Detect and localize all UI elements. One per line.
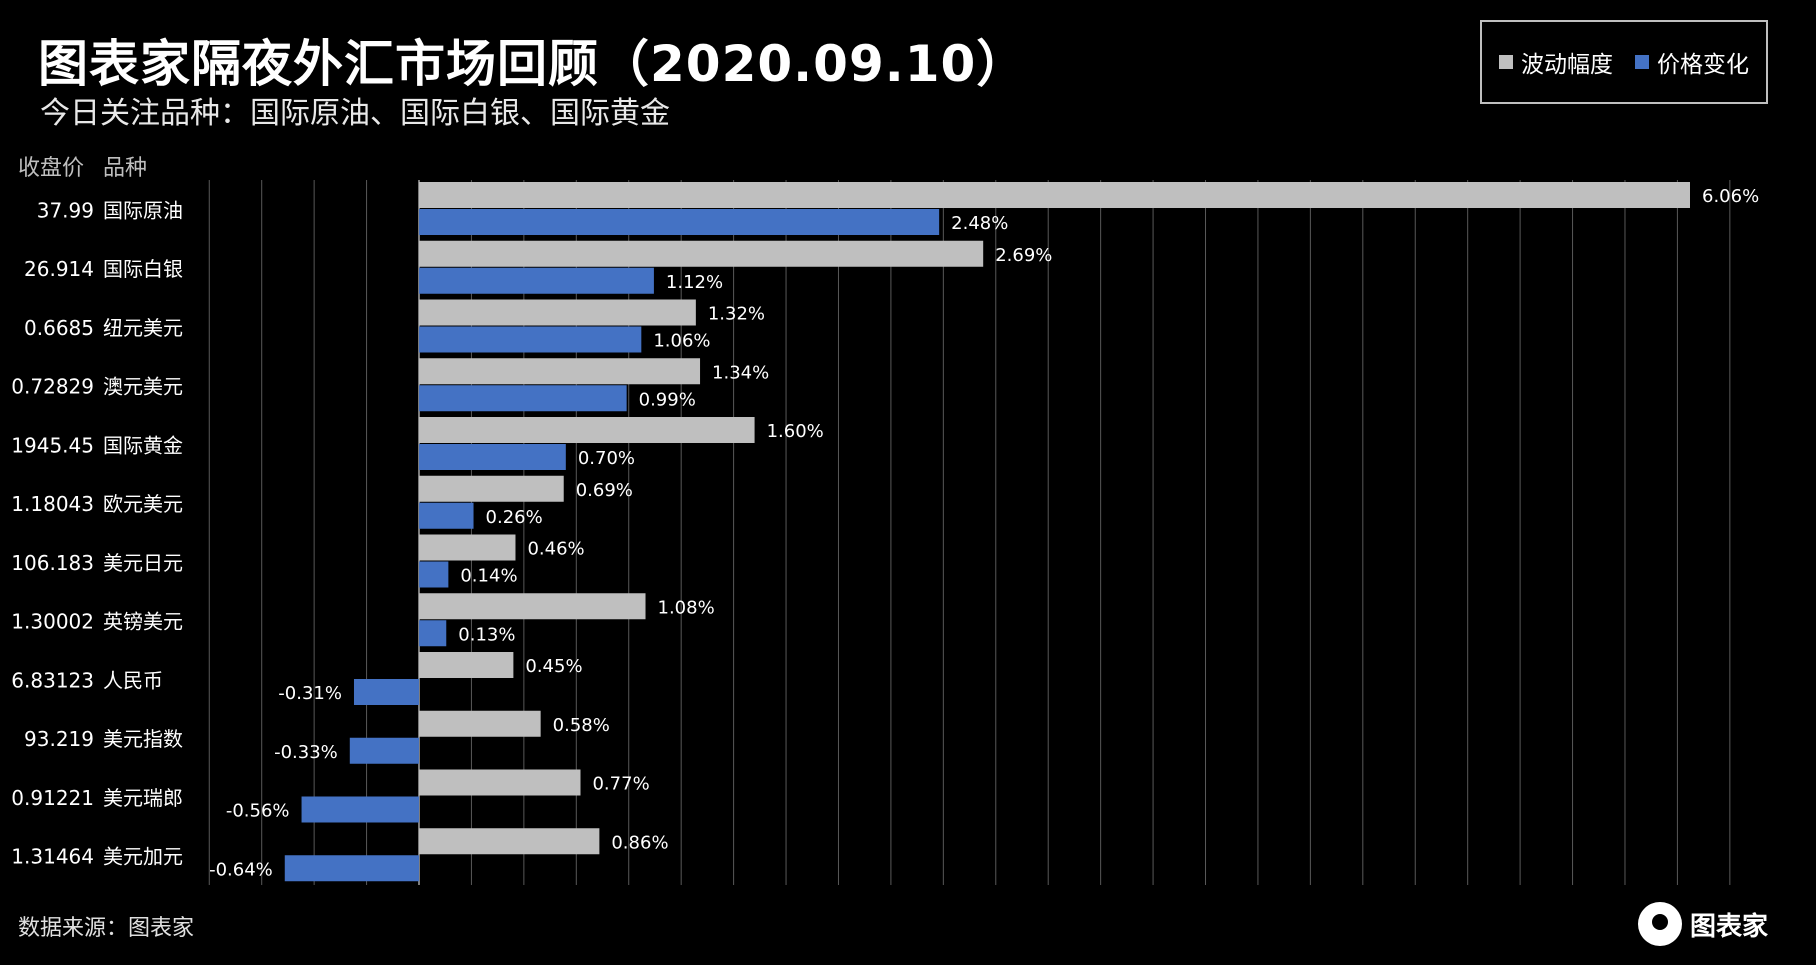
bar-change-3 <box>419 385 627 412</box>
close-price-label-11: 1.31464 <box>11 845 94 869</box>
bar-change-10 <box>301 796 419 823</box>
brand-logo-text: 图表家 <box>1690 911 1769 942</box>
legend-item-volatility: 波动幅度 <box>1499 45 1613 79</box>
data-label-volatility-0: 6.06% <box>1702 186 1759 207</box>
data-label-change-10: -0.56% <box>226 801 290 822</box>
data-label-change-2: 1.06% <box>653 331 710 352</box>
bar-change-4 <box>419 444 566 470</box>
data-label-change-7: 0.13% <box>458 624 515 645</box>
bar-volatility-7 <box>419 593 646 620</box>
data-label-change-6: 0.14% <box>460 566 517 587</box>
close-price-label-6: 106.183 <box>11 551 94 575</box>
legend-swatch-change <box>1635 55 1649 69</box>
legend: 波动幅度 价格变化 <box>1480 20 1768 104</box>
bar-change-0 <box>419 209 940 235</box>
data-label-volatility-8: 0.45% <box>525 656 582 677</box>
data-label-volatility-4: 1.60% <box>767 421 824 442</box>
close-price-label-7: 1.30002 <box>11 610 94 634</box>
data-label-change-11: -0.64% <box>209 859 273 880</box>
data-label-volatility-10: 0.77% <box>592 774 649 795</box>
bar-change-2 <box>419 326 642 353</box>
bar-volatility-10 <box>419 769 581 796</box>
legend-item-change: 价格变化 <box>1635 45 1749 79</box>
chart-subtitle: 今日关注品种：国际原油、国际白银、国际黄金 <box>40 96 670 131</box>
bar-change-8 <box>353 679 419 705</box>
brand-mark-icon <box>1638 902 1682 946</box>
legend-swatch-volatility <box>1499 55 1513 69</box>
bar-volatility-11 <box>419 828 600 855</box>
data-label-volatility-3: 1.34% <box>712 362 769 383</box>
bar-volatility-0 <box>419 182 1690 208</box>
data-label-volatility-6: 0.46% <box>527 539 584 560</box>
data-label-change-1: 1.12% <box>666 272 723 293</box>
data-label-volatility-11: 0.86% <box>611 832 668 853</box>
category-label-4: 国际黄金 <box>103 433 183 457</box>
legend-label-change: 价格变化 <box>1657 52 1749 78</box>
brand-logo: 图表家 <box>1638 902 1768 946</box>
close-price-label-3: 0.72829 <box>11 375 94 399</box>
column-header-variety: 品种 <box>103 156 148 181</box>
chart-title: 图表家隔夜外汇市场回顾（2020.09.10） <box>38 35 1028 93</box>
close-price-label-5: 1.18043 <box>11 492 94 516</box>
data-label-change-8: -0.31% <box>278 683 342 704</box>
data-label-change-3: 0.99% <box>639 389 696 410</box>
category-label-7: 英镑美元 <box>103 610 183 634</box>
category-label-10: 美元瑞郎 <box>103 786 183 810</box>
close-price-label-1: 26.914 <box>24 257 94 281</box>
data-label-change-5: 0.26% <box>486 507 543 528</box>
bar-change-1 <box>419 267 654 294</box>
category-label-3: 澳元美元 <box>103 375 183 399</box>
bar-change-9 <box>349 737 419 764</box>
bar-volatility-6 <box>419 534 516 561</box>
category-label-5: 欧元美元 <box>103 492 183 516</box>
bar-volatility-1 <box>419 240 984 267</box>
data-source: 数据来源：图表家 <box>18 916 195 941</box>
close-price-label-0: 37.99 <box>37 198 94 222</box>
category-label-6: 美元日元 <box>103 551 183 575</box>
data-label-volatility-1: 2.69% <box>995 245 1052 266</box>
category-label-11: 美元加元 <box>103 845 183 869</box>
data-label-change-9: -0.33% <box>274 742 338 763</box>
bar-change-6 <box>419 561 449 588</box>
bar-change-5 <box>419 502 474 529</box>
legend-label-volatility: 波动幅度 <box>1521 52 1613 78</box>
bar-volatility-2 <box>419 299 696 326</box>
close-price-label-8: 6.83123 <box>11 668 94 692</box>
data-label-volatility-7: 1.08% <box>658 597 715 618</box>
category-label-9: 美元指数 <box>103 727 183 751</box>
category-label-1: 国际白银 <box>103 257 183 281</box>
data-label-volatility-2: 1.32% <box>708 304 765 325</box>
category-label-8: 人民币 <box>103 668 163 692</box>
bar-volatility-3 <box>419 358 701 385</box>
data-label-volatility-5: 0.69% <box>576 480 633 501</box>
category-label-0: 国际原油 <box>103 198 183 222</box>
bar-change-7 <box>419 620 447 647</box>
bar-volatility-5 <box>419 475 564 502</box>
bar-volatility-9 <box>419 710 541 737</box>
data-label-change-4: 0.70% <box>578 448 635 469</box>
data-label-volatility-9: 0.58% <box>553 715 610 736</box>
close-price-label-2: 0.6685 <box>24 316 94 340</box>
close-price-label-9: 93.219 <box>24 727 94 751</box>
category-label-2: 纽元美元 <box>103 316 183 340</box>
bar-volatility-8 <box>419 652 514 678</box>
close-price-label-10: 0.91221 <box>11 786 94 810</box>
close-price-label-4: 1945.45 <box>11 433 94 457</box>
column-header-close-price: 收盘价 <box>18 156 85 181</box>
data-label-change-0: 2.48% <box>951 213 1008 234</box>
bar-volatility-4 <box>419 417 755 443</box>
bar-change-11 <box>284 855 419 882</box>
